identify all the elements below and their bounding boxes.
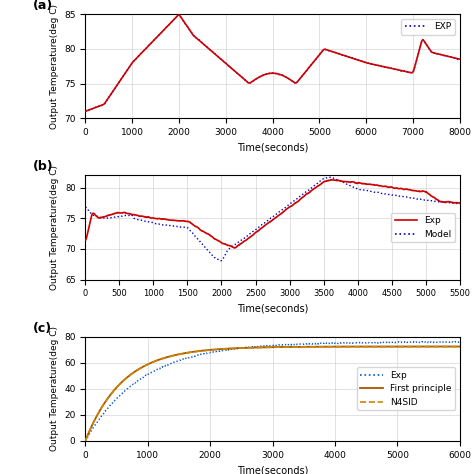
X-axis label: Time(seconds): Time(seconds) bbox=[237, 304, 308, 314]
Y-axis label: Output Temperature(deg C): Output Temperature(deg C) bbox=[50, 4, 59, 129]
Y-axis label: Output Temperature(deg C): Output Temperature(deg C) bbox=[50, 326, 59, 451]
X-axis label: Time(seconds): Time(seconds) bbox=[237, 143, 308, 153]
X-axis label: Time(seconds): Time(seconds) bbox=[237, 465, 308, 474]
Text: (b): (b) bbox=[33, 160, 54, 173]
Y-axis label: Output Temperature(deg C): Output Temperature(deg C) bbox=[50, 165, 59, 290]
Legend: Exp, First principle, N4SID: Exp, First principle, N4SID bbox=[357, 367, 455, 410]
Text: (c): (c) bbox=[33, 321, 52, 335]
Legend: EXP: EXP bbox=[401, 19, 455, 35]
Text: (a): (a) bbox=[33, 0, 53, 12]
Legend: Exp, Model: Exp, Model bbox=[391, 213, 455, 242]
